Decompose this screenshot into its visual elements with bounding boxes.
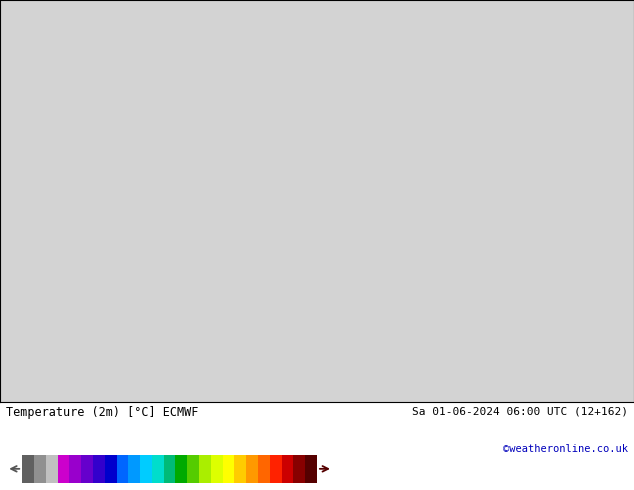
Bar	[258, 455, 270, 483]
Bar	[187, 455, 199, 483]
Bar	[281, 455, 294, 483]
Bar	[22, 455, 34, 483]
Bar	[128, 455, 140, 483]
Bar	[176, 455, 187, 483]
Bar	[140, 455, 152, 483]
Bar	[152, 455, 164, 483]
Bar	[93, 455, 105, 483]
Bar	[211, 455, 223, 483]
Bar	[46, 455, 58, 483]
Bar	[117, 455, 128, 483]
Bar	[69, 455, 81, 483]
Bar	[294, 455, 305, 483]
Text: Temperature (2m) [°C] ECMWF: Temperature (2m) [°C] ECMWF	[6, 406, 198, 419]
Bar	[305, 455, 317, 483]
Text: ©weatheronline.co.uk: ©weatheronline.co.uk	[503, 444, 628, 454]
Bar	[105, 455, 117, 483]
Bar	[58, 455, 69, 483]
Bar	[223, 455, 235, 483]
Text: Sa 01-06-2024 06:00 UTC (12+162): Sa 01-06-2024 06:00 UTC (12+162)	[411, 406, 628, 416]
Bar	[164, 455, 176, 483]
Bar	[246, 455, 258, 483]
Bar	[270, 455, 281, 483]
Bar	[34, 455, 46, 483]
Bar	[199, 455, 211, 483]
Bar	[235, 455, 246, 483]
Bar	[81, 455, 93, 483]
